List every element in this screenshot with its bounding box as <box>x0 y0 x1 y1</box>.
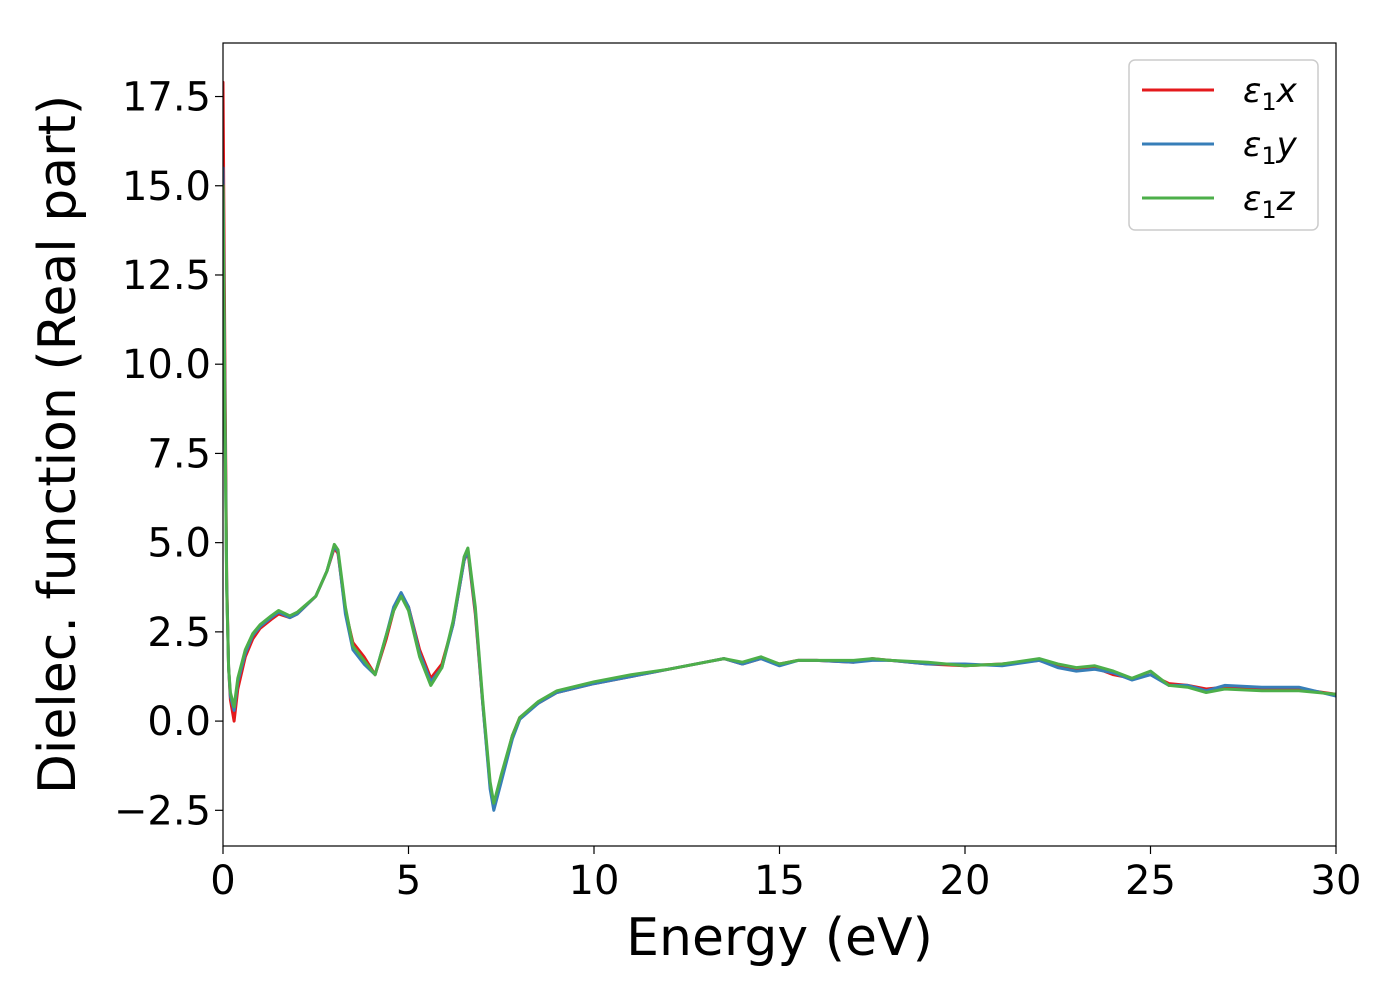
y-tick-label: 0.0 <box>147 699 211 745</box>
legend-label-z: ε1z <box>1243 179 1296 224</box>
x-tick-label: 30 <box>1311 858 1362 904</box>
legend-label-y: ε1y <box>1243 125 1298 170</box>
legend: ε1x ε1y ε1z <box>1128 59 1319 231</box>
x-tick-label: 25 <box>1125 858 1176 904</box>
x-axis-ticks: 0 5 10 15 20 25 30 <box>210 846 1361 904</box>
y-tick-label: 17.5 <box>122 75 211 121</box>
series-line-y <box>223 166 1336 812</box>
x-axis-title: Energy (eV) <box>626 908 933 968</box>
y-tick-label: 10.0 <box>122 342 211 388</box>
x-tick-label: 15 <box>754 858 805 904</box>
x-tick-label: 5 <box>396 858 421 904</box>
y-tick-label: 15.0 <box>122 164 211 210</box>
y-tick-label: −2.5 <box>114 788 211 834</box>
legend-box <box>1128 59 1319 231</box>
y-tick-label: 2.5 <box>147 610 211 656</box>
series-layer <box>223 80 1336 812</box>
y-tick-label: 12.5 <box>122 253 211 299</box>
x-tick-label: 20 <box>940 858 991 904</box>
y-tick-label: 7.5 <box>147 431 211 477</box>
y-tick-label: 5.0 <box>147 521 211 567</box>
y-axis-ticks: −2.5 0.0 2.5 5.0 7.5 10.0 12.5 15.0 17.5 <box>114 75 223 834</box>
series-line-z <box>223 184 1336 805</box>
y-axis-title: Dielec. function (Real part) <box>28 95 88 794</box>
x-tick-label: 10 <box>569 858 620 904</box>
x-tick-label: 0 <box>210 858 235 904</box>
legend-label-x: ε1x <box>1243 71 1298 116</box>
